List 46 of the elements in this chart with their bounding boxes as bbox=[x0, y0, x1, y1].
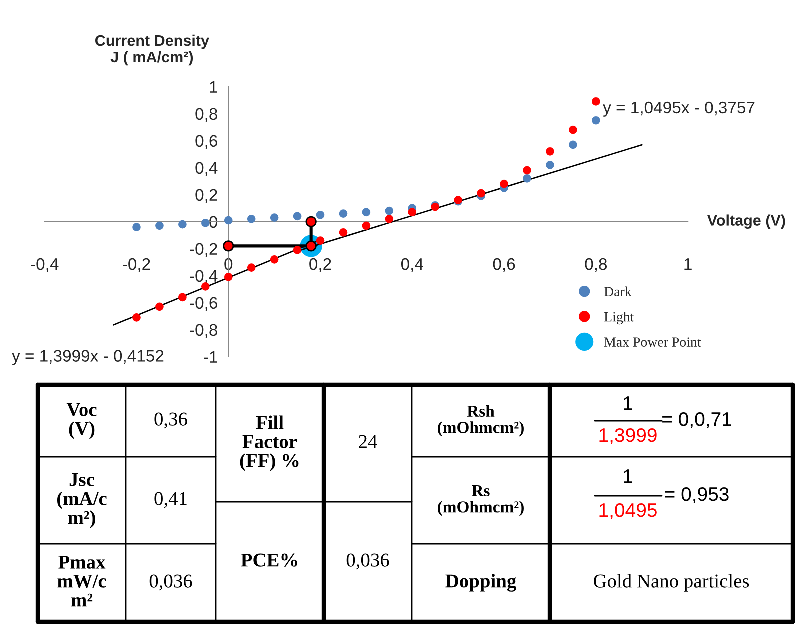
text: Dopping bbox=[446, 574, 516, 592]
x-tick-label: -0,2 bbox=[123, 258, 150, 272]
text: Voc (V) bbox=[66, 403, 97, 440]
text: PCE% bbox=[241, 554, 298, 567]
text: Fill Factor (FF) % bbox=[240, 416, 299, 472]
y-tick-label: -0,4 bbox=[190, 270, 218, 284]
text: 0,036 bbox=[150, 574, 192, 591]
y-tick-label: 1 bbox=[210, 81, 218, 93]
y-tick-label: -1 bbox=[204, 351, 218, 363]
text: = 0,953 bbox=[665, 487, 729, 504]
x-axis-title: Voltage (V) bbox=[707, 214, 786, 230]
y-tick-label: 0 bbox=[210, 216, 218, 228]
x-tick-label: 0,6 bbox=[493, 258, 516, 272]
text: 1 bbox=[624, 396, 632, 410]
y-tick-label: -0,2 bbox=[190, 243, 218, 258]
text: = 0,0,71 bbox=[662, 412, 732, 429]
text: Pmax mW/c m² bbox=[58, 556, 106, 607]
text: 0,41 bbox=[154, 492, 187, 508]
x-tick-label: 1 bbox=[684, 258, 692, 270]
text: 1,3999 bbox=[600, 428, 657, 445]
text: 0,036 bbox=[346, 554, 390, 570]
annotation: y = 1,0495x - 0,3757 bbox=[603, 102, 755, 117]
legend-label: Light bbox=[604, 312, 634, 325]
text: Gold Nano particles bbox=[594, 574, 750, 592]
y-tick-label: 0,6 bbox=[196, 135, 218, 150]
text: Rs (mOhmcm²) bbox=[438, 485, 524, 516]
text: Jsc (mA/c m²) bbox=[57, 473, 107, 528]
x-tick-label: 0 bbox=[224, 258, 233, 270]
y-tick-label: 0,4 bbox=[196, 162, 218, 176]
text: Rsh (mOhmcm²) bbox=[438, 405, 524, 437]
text: 24 bbox=[359, 435, 378, 448]
text: 1,0495 bbox=[600, 503, 657, 520]
text: 0,36 bbox=[154, 412, 188, 429]
text: 1 bbox=[624, 470, 632, 484]
legend-label: Max Power Point bbox=[604, 338, 702, 347]
annotation: y = 1,3999x - 0,4152 bbox=[12, 350, 164, 366]
x-tick-label: 0,2 bbox=[310, 258, 332, 272]
x-tick-label: -0,4 bbox=[31, 258, 59, 272]
x-tick-label: 0,8 bbox=[585, 258, 608, 272]
y-tick-label: -0,8 bbox=[190, 324, 218, 338]
x-tick-label: 0,4 bbox=[401, 258, 424, 272]
y-tick-label: -0,6 bbox=[190, 297, 218, 312]
y-tick-label: 0,8 bbox=[196, 108, 218, 122]
y-axis-title: Current Density J ( mA/cm²) bbox=[96, 34, 210, 66]
legend-label: Dark bbox=[604, 286, 632, 297]
y-tick-label: 0,2 bbox=[196, 189, 218, 204]
